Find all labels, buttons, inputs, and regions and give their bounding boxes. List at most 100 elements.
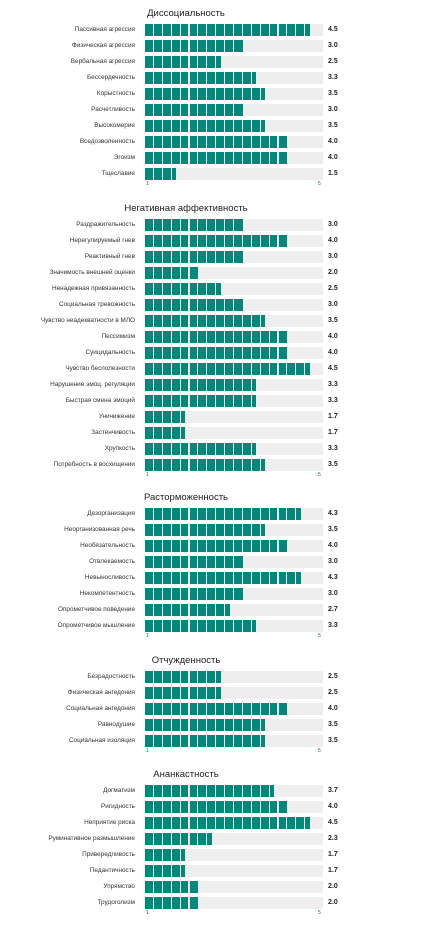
bar-segment xyxy=(260,508,270,520)
bar-segment xyxy=(251,120,261,132)
bar-segment xyxy=(171,283,181,295)
bar-segment xyxy=(198,556,208,568)
bar-track xyxy=(145,556,323,568)
bar-segment xyxy=(171,136,181,148)
bar-segment xyxy=(198,687,208,699)
bar-segment xyxy=(216,347,226,359)
bar-segment xyxy=(162,40,172,52)
axis-tick-label-min: 1 xyxy=(146,633,149,639)
bar-segment xyxy=(189,719,199,731)
bar-segment xyxy=(171,299,181,311)
bar-segment xyxy=(180,801,190,813)
bar-segment xyxy=(234,379,243,391)
bar-segment xyxy=(153,251,163,263)
bar-segment xyxy=(234,363,243,375)
bar-segment xyxy=(296,363,306,375)
chart-title: Ананкастность xyxy=(153,769,219,780)
bar-label: Корыстность xyxy=(96,90,135,97)
bar-row: Неорганизованная речь 3.5 xyxy=(0,524,422,536)
bar-segment xyxy=(189,347,199,359)
bar-segment xyxy=(278,801,288,813)
bar-segment xyxy=(269,347,279,359)
bar-value-label: 4.3 xyxy=(328,574,338,581)
chart-title: Негативная аффективность xyxy=(124,203,248,214)
bar-segment xyxy=(180,283,190,295)
bar-track xyxy=(145,379,323,391)
bar-segment xyxy=(242,572,252,584)
bar-segment xyxy=(180,588,190,600)
bar-segment xyxy=(171,719,181,731)
bar-label: Дезорганизация xyxy=(87,510,135,517)
bar-segment xyxy=(251,331,261,343)
bar-segment xyxy=(153,267,163,279)
bar-segment xyxy=(162,703,172,715)
bar-segment xyxy=(242,120,252,132)
chart-title: Отчужденность xyxy=(151,655,221,666)
bar-row: Пассивная агрессия 4.5 xyxy=(0,24,422,36)
bar-segment xyxy=(145,604,154,616)
bar-segment xyxy=(145,620,154,632)
bar-segment xyxy=(216,620,226,632)
bar-segment xyxy=(278,817,288,829)
bar-segment xyxy=(234,620,243,632)
bar-segment xyxy=(251,235,261,247)
bar-segment xyxy=(305,817,310,829)
bar-value-label: 4.5 xyxy=(328,26,338,33)
bar-row: Невыносливость 4.3 xyxy=(0,572,422,584)
bar-segment xyxy=(251,363,261,375)
axis-tick-label-min: 1 xyxy=(146,472,149,478)
bar-segment xyxy=(162,588,172,600)
bar-label: Уничижение xyxy=(98,413,135,420)
bar-track xyxy=(145,24,323,36)
bar-segment xyxy=(162,508,172,520)
bar-value-label: 3.0 xyxy=(328,106,338,113)
bar-segment xyxy=(278,540,288,552)
bar-segment xyxy=(180,687,190,699)
bar-row: Нарушение эмоц. регуляции 3.3 xyxy=(0,379,422,391)
bar-segment xyxy=(153,620,163,632)
bar-segment xyxy=(162,152,172,164)
bar-segment xyxy=(260,152,270,164)
bar-segment xyxy=(278,363,288,375)
bar-segment xyxy=(251,620,257,632)
bar-segment xyxy=(207,801,217,813)
bar-segment xyxy=(180,267,190,279)
bar-label: Суицидальность xyxy=(85,349,136,356)
bar-segment xyxy=(278,235,288,247)
bar-segment xyxy=(269,540,279,552)
bar-segment xyxy=(225,40,234,52)
bar-segment xyxy=(207,703,217,715)
bar-segment xyxy=(207,315,217,327)
bar-segment xyxy=(145,152,154,164)
bar-segment xyxy=(153,785,163,797)
bar-segment xyxy=(171,588,181,600)
bar-row: Вербальная агрессия 2.5 xyxy=(0,56,422,68)
bar-row: Быстрая смена эмоций 3.3 xyxy=(0,395,422,407)
bar-segment xyxy=(216,56,221,68)
bar-segment xyxy=(234,120,243,132)
bar-segment xyxy=(145,331,154,343)
bar-track xyxy=(145,120,323,132)
bar-segment xyxy=(216,687,221,699)
bar-segment xyxy=(189,572,199,584)
bar-value-label: 3.0 xyxy=(328,301,338,308)
bar-segment xyxy=(162,347,172,359)
bar-segment xyxy=(180,881,190,893)
bar-segment xyxy=(153,56,163,68)
bar-label: Чувство неадекватности в МЛО xyxy=(40,317,135,324)
bar-label: Неприятие риска xyxy=(84,819,135,826)
bar-value-label: 3.5 xyxy=(328,737,338,744)
bar-segment xyxy=(189,620,199,632)
bar-segment xyxy=(305,363,310,375)
bar-segment xyxy=(198,508,208,520)
bar-segment xyxy=(145,427,154,439)
bar-label: Значимость внешней оценки xyxy=(49,269,135,276)
bar-segment xyxy=(198,735,208,747)
bar-segment xyxy=(216,703,226,715)
bar-segment xyxy=(180,411,186,423)
bar-segment xyxy=(189,283,199,295)
bar-segment xyxy=(145,785,154,797)
bar-segment xyxy=(153,897,163,909)
bar-segment xyxy=(153,540,163,552)
bar-segment xyxy=(198,219,208,231)
